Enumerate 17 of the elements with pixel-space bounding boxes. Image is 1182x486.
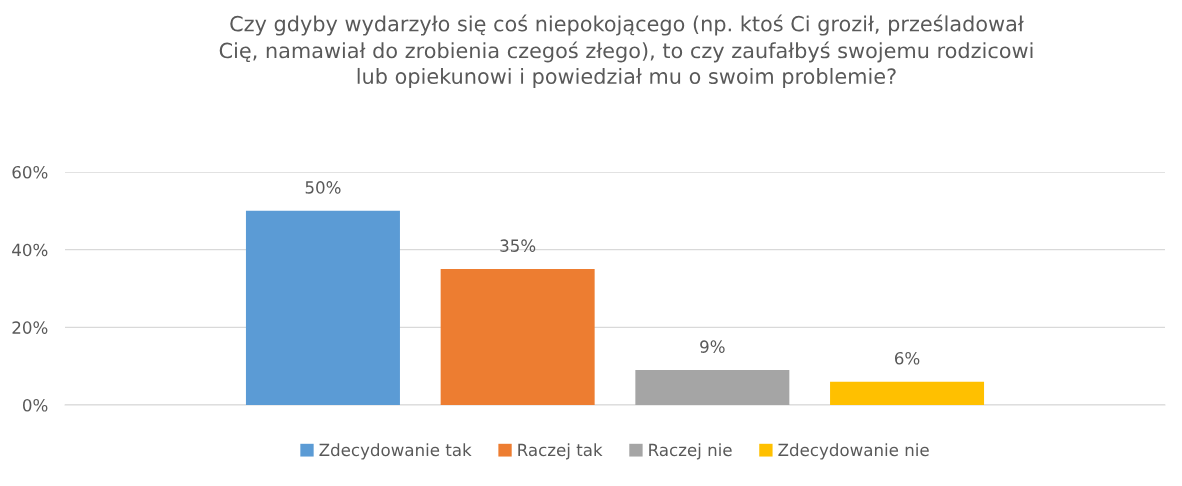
data-label: 35% [500,239,536,252]
legend-label: Zdecydowanie tak [319,443,472,460]
y-tick-label: 0% [22,398,48,412]
y-tick-label: 20% [12,321,48,334]
legend-label: Zdecydowanie nie [778,443,929,460]
y-tick-label: 40% [12,243,48,257]
data-label: 50% [305,181,341,194]
bar [440,269,595,405]
chart-title: Czy gdyby wydarzyło się coś niepokojącego (np. ktoś Ci groził, prześladował Cię, namawiał do zrobienia czegoś złego), to czy zaufałbyś swojemu rodzicowi lub opiekunowi i powiedział mu o swoim problemie? [219,14,1033,89]
legend-label: Raczej tak [518,443,603,460]
bar [245,210,400,405]
y-tick-label: 60% [12,165,48,179]
legend-label: Raczej nie [649,443,732,460]
bar [830,381,985,405]
data-label: 6% [894,351,920,365]
data-label: 9% [700,340,725,353]
bar [635,370,790,405]
